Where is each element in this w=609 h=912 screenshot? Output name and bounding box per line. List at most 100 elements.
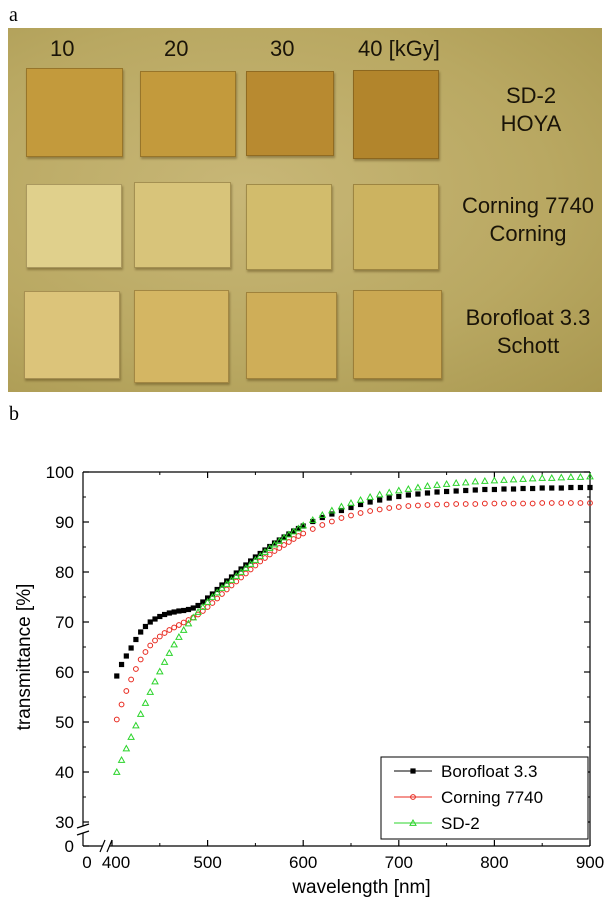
data-point (461, 478, 470, 486)
x-axis-title: wavelength [nm] (291, 877, 430, 898)
data-point (267, 543, 273, 550)
data-point (520, 485, 526, 492)
data-point (490, 476, 499, 484)
data-point (238, 574, 244, 581)
data-point (415, 491, 421, 497)
data-point (155, 667, 164, 675)
data-point (132, 721, 140, 729)
data-point (232, 571, 241, 579)
data-point (180, 619, 187, 626)
data-point (218, 583, 226, 591)
data-point (176, 608, 182, 614)
y-tick-label: 60 (55, 663, 74, 682)
data-point (577, 500, 584, 506)
y-tick-label: 0 (65, 837, 74, 856)
data-point (404, 484, 413, 492)
data-point (453, 501, 460, 507)
y-tick-label: 70 (55, 613, 74, 632)
data-point (549, 485, 555, 491)
data-point (386, 495, 392, 501)
sample-sd2-30 (246, 71, 334, 156)
data-point (587, 500, 593, 506)
data-point (290, 536, 297, 542)
data-point (117, 755, 126, 763)
data-point (136, 709, 145, 717)
data-point (338, 515, 345, 521)
data-point (152, 637, 158, 644)
glass-samples-photo: 10 20 30 40 [kGy] SD-2 HOYA Corning 7740… (8, 28, 602, 392)
label-sd2-line2: HOYA (500, 111, 562, 136)
data-point (281, 534, 287, 540)
data-point (405, 492, 411, 498)
data-point (395, 504, 402, 510)
data-point (385, 488, 394, 496)
data-point (237, 567, 245, 575)
data-point (547, 473, 556, 481)
data-point (179, 625, 188, 633)
data-point (147, 619, 153, 625)
data-point (356, 495, 365, 503)
label-corning-line1: Corning 7740 (461, 193, 595, 218)
data-point (219, 591, 225, 597)
data-point (214, 595, 221, 602)
panel-a-letter: a (9, 4, 18, 26)
y-axis-break-mark (76, 830, 90, 836)
data-point (295, 525, 302, 532)
data-point (276, 545, 283, 551)
data-point (165, 648, 174, 656)
data-point (548, 500, 555, 506)
data-point (328, 506, 336, 514)
data-point (434, 501, 440, 508)
legend-marker (410, 768, 416, 774)
data-point (310, 518, 316, 525)
data-point (405, 503, 412, 509)
data-point (444, 488, 450, 495)
y-tick-label: 50 (55, 713, 74, 732)
data-point (463, 487, 469, 494)
data-point (246, 559, 255, 567)
y-tick-label: 100 (46, 463, 74, 482)
data-point (146, 687, 155, 695)
data-point (347, 498, 355, 506)
data-point (252, 562, 259, 569)
dose-label-40: 40 [kGy] (358, 36, 440, 61)
data-point (520, 500, 526, 507)
series-sd-2 (112, 472, 594, 775)
data-point (138, 629, 144, 635)
data-point (123, 653, 129, 659)
data-point (251, 555, 260, 563)
data-point (222, 579, 231, 587)
label-corning-line2: Corning (489, 221, 567, 246)
data-point (233, 578, 240, 585)
data-point (377, 497, 383, 503)
data-point (189, 613, 198, 621)
data-point (337, 502, 346, 510)
data-point (528, 474, 537, 482)
data-point (265, 543, 274, 551)
data-point (271, 548, 278, 554)
data-point (482, 486, 488, 493)
data-point (375, 490, 384, 498)
sample-sd2-20 (140, 71, 236, 157)
data-point (128, 645, 134, 651)
data-point (223, 586, 230, 593)
data-point (228, 582, 235, 589)
data-point (567, 472, 575, 480)
dose-label-10: 10 (50, 36, 75, 61)
data-point (348, 504, 354, 511)
data-point (276, 537, 282, 543)
data-point (576, 472, 585, 480)
sample-corning-10 (26, 184, 122, 268)
data-point (227, 575, 236, 583)
legend-marker (409, 818, 417, 826)
data-point (443, 501, 450, 508)
data-point (501, 486, 507, 492)
data-point (509, 475, 518, 483)
data-point (442, 479, 451, 487)
data-point (166, 627, 173, 633)
y-tick-label: 90 (55, 513, 74, 532)
data-point (424, 502, 431, 508)
sample-borofloat-30 (246, 292, 337, 379)
data-point (510, 486, 517, 492)
data-point (185, 606, 192, 613)
